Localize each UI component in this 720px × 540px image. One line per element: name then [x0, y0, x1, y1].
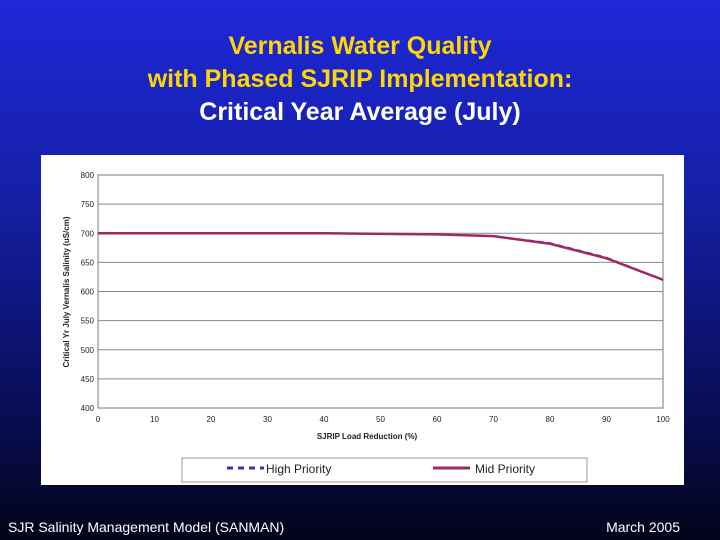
slide-title: Vernalis Water Quality with Phased SJRIP…: [0, 30, 720, 129]
series-line-mid-priority: [98, 232, 664, 282]
x-tick-label: 20: [207, 415, 216, 424]
legend-label-mid-priority: Mid Priority: [475, 462, 535, 476]
x-tick-label: 100: [656, 415, 670, 424]
y-tick-label: 400: [81, 404, 95, 413]
footer-date: March 2005: [606, 519, 680, 535]
x-tick-label: 60: [433, 415, 442, 424]
y-tick-label: 500: [81, 346, 95, 355]
title-line-1: Vernalis Water Quality: [228, 32, 492, 60]
y-tick-label: 750: [81, 200, 95, 209]
x-tick-label: 50: [376, 415, 385, 424]
x-tick-label: 90: [602, 415, 611, 424]
x-tick-label: 10: [150, 415, 159, 424]
x-tick-label: 80: [546, 415, 555, 424]
line-chart: 800 750 700 650 600 550 500 450 400 0 10 20 30 40 50 6…: [62, 171, 670, 483]
legend-label-high-priority: High Priority: [266, 462, 331, 476]
y-tick-label: 600: [81, 288, 95, 297]
title-line-3: Critical Year Average (July): [199, 98, 521, 126]
footer-model-name: SJR Salinity Management Model (SANMAN): [8, 519, 285, 535]
y-tick-label: 800: [81, 171, 95, 180]
y-axis-title: Critical Yr July Vernalis Salinity (uS/c…: [62, 216, 71, 367]
y-tick-label: 650: [81, 258, 95, 267]
chart-panel: 800 750 700 650 600 550 500 450 400 0 10 20 30 40 50 6…: [41, 155, 684, 485]
y-tick-label: 700: [81, 229, 95, 238]
x-tick-label: 70: [489, 415, 498, 424]
title-line-2: with Phased SJRIP Implementation:: [147, 65, 573, 93]
x-tick-label: 0: [96, 415, 101, 424]
x-axis-title: SJRIP Load Reduction (%): [317, 432, 418, 441]
x-tick-label: 30: [263, 415, 272, 424]
plot-area-frame: [97, 174, 664, 409]
series-line-high-priority: [98, 232, 664, 281]
chart-legend: High Priority Mid Priority: [181, 457, 588, 483]
x-tick-label: 40: [320, 415, 329, 424]
y-tick-label: 550: [81, 317, 95, 326]
y-tick-label: 450: [81, 375, 95, 384]
